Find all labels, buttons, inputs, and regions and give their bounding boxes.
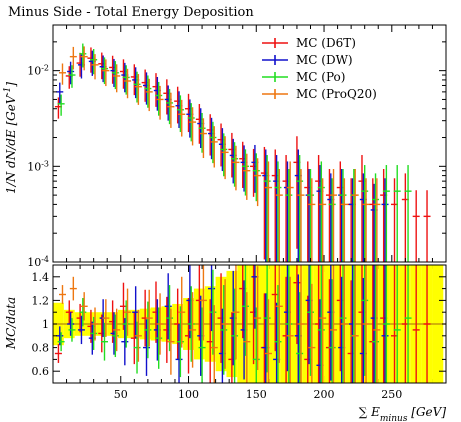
chart-title: Minus Side - Total Energy Deposition	[8, 5, 254, 20]
legend-item: MC (Po)	[262, 70, 345, 84]
ratio-series-mc-po-	[57, 265, 412, 383]
ratio-y-tick-label: 1.2	[32, 294, 50, 307]
x-tick-label: 50	[114, 388, 128, 401]
main-plot-frame	[52, 24, 447, 263]
x-tick-label: 150	[246, 388, 267, 401]
main-y-tick-label: 10-3	[27, 159, 49, 174]
ratio-y-tick-label: 1.4	[32, 271, 50, 284]
main-y-tick-label: 10-4	[27, 255, 49, 270]
ratio-panel: 50 100 150 200 250 0.6 0.8 1 1.2 1.4	[32, 264, 447, 401]
legend-item: MC (DW)	[262, 53, 353, 67]
legend-label: MC (Po)	[296, 70, 345, 84]
ratio-y-tick-label: 0.8	[32, 342, 50, 355]
ratio-series-mc-d6t-	[54, 265, 431, 383]
x-tick-label: 100	[178, 388, 199, 401]
series-mc-po-	[57, 43, 412, 262]
main-y-axis-label: 1/N dN/dE [GeV-1]	[3, 82, 18, 194]
ratio-y-tick-label: 1	[42, 318, 49, 331]
x-tick-label: 200	[314, 388, 335, 401]
x-axis-label: ∑ Eminus [GeV]	[359, 405, 447, 422]
legend-item: MC (ProQ20)	[262, 87, 377, 101]
legend-label: MC (ProQ20)	[296, 87, 377, 101]
main-y-tick-label: 10-2	[27, 63, 49, 78]
ratio-series-mc-proq20-	[58, 265, 381, 383]
main-panel: 10-2 10-3 10-4	[27, 24, 447, 383]
x-tick-label: 250	[381, 388, 402, 401]
legend-label: MC (DW)	[296, 53, 353, 67]
series-mc-proq20-	[58, 46, 381, 262]
legend-label: MC (D6T)	[296, 36, 356, 50]
ratio-y-tick-label: 0.6	[32, 365, 50, 378]
legend: MC (D6T) MC (DW) MC (Po) MC (ProQ20)	[262, 36, 377, 101]
legend-item: MC (D6T)	[262, 36, 356, 50]
series-mc-d6t-	[54, 47, 431, 262]
ratio-y-axis-label: MC/data	[4, 297, 18, 350]
series-mc-dw-	[56, 50, 389, 262]
